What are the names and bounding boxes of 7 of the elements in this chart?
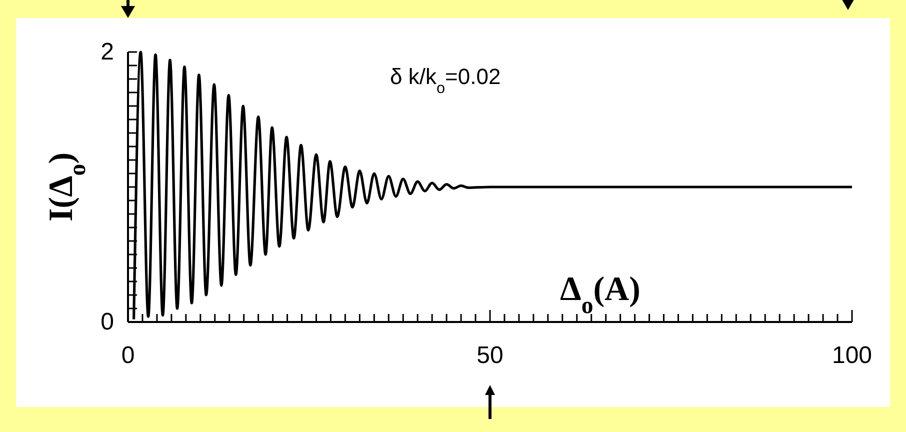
x-tick-label: 50: [476, 342, 504, 370]
x-axis-title: Δ$_{o}$(A): [560, 271, 640, 319]
line-series: [132, 50, 854, 321]
annotation: δ k/k$_{o}$=0.02: [390, 64, 501, 96]
x-tick-label: 100: [832, 342, 872, 370]
y-tick-label: 2: [100, 38, 114, 66]
x-tick-label: 0: [121, 342, 135, 370]
